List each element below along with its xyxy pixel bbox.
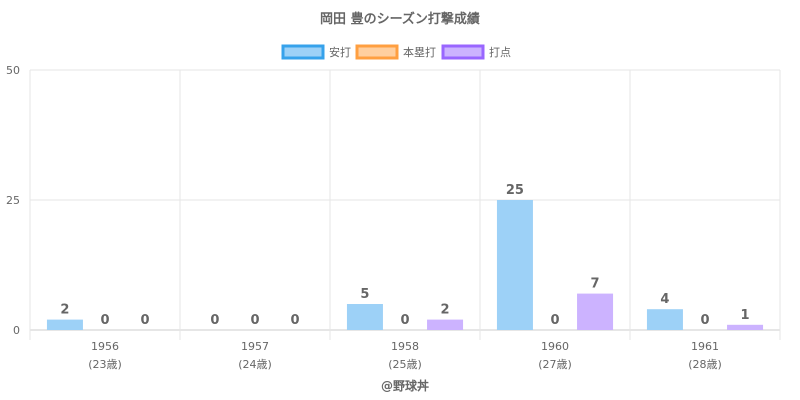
legend-swatch-0[interactable] <box>281 44 325 60</box>
x-tick-1: 1957 <box>241 340 269 353</box>
legend-label-1[interactable]: 本塁打 <box>403 45 436 59</box>
legend-swatch-1[interactable] <box>355 44 399 60</box>
data-label-2-1: 0 <box>291 313 300 328</box>
data-label-1-0: 0 <box>100 313 109 328</box>
data-label-0-4: 4 <box>660 292 669 307</box>
data-label-2-0: 0 <box>141 313 150 328</box>
data-label-0-1: 0 <box>210 313 219 328</box>
legend-swatch-2[interactable] <box>441 44 485 60</box>
data-label-0-0: 2 <box>60 303 69 318</box>
x-sublabel-2: (25歳) <box>388 358 422 371</box>
y-tick-0: 0 <box>13 324 20 337</box>
y-axis: 0 25 50 <box>6 64 20 337</box>
data-label-0-2: 5 <box>360 287 369 302</box>
x-tick-3: 1960 <box>541 340 569 353</box>
x-tick-4: 1961 <box>691 340 719 353</box>
data-label-1-1: 0 <box>250 313 259 328</box>
credit-label: @野球丼 <box>381 378 429 393</box>
x-tick-2: 1958 <box>391 340 419 353</box>
x-sublabel-0: (23歳) <box>88 358 122 371</box>
bar-0-0 <box>46 319 83 330</box>
data-label-0-3: 25 <box>506 183 524 198</box>
bar-0-3 <box>496 200 533 330</box>
data-label-1-4: 0 <box>700 313 709 328</box>
chart-title: 岡田 豊のシーズン打撃成績 <box>320 11 480 27</box>
x-sublabel-1: (24歳) <box>238 358 272 371</box>
legend: 安打 本塁打 打点 <box>281 44 511 60</box>
data-label-1-2: 0 <box>400 313 409 328</box>
bar-0-4 <box>646 309 683 330</box>
y-tick-1: 25 <box>6 194 20 207</box>
data-label-2-4: 1 <box>741 308 750 323</box>
x-sublabel-4: (28歳) <box>688 358 722 371</box>
y-tick-2: 50 <box>6 64 20 77</box>
data-label-2-2: 2 <box>441 303 450 318</box>
legend-label-2[interactable]: 打点 <box>489 45 511 59</box>
x-tick-0: 1956 <box>91 340 119 353</box>
data-label-2-3: 7 <box>591 277 600 292</box>
bar-0-2 <box>346 304 383 330</box>
bar-2-2 <box>427 319 464 330</box>
bars <box>46 200 764 330</box>
x-axis: 1956 (23歳) 1957 (24歳) 1958 (25歳) 1960 (27歳) 1961… <box>88 340 722 371</box>
data-label-1-3: 0 <box>550 313 559 328</box>
legend-label-0[interactable]: 安打 <box>329 45 351 59</box>
bar-2-4 <box>727 324 764 330</box>
x-sublabel-3: (27歳) <box>538 358 572 371</box>
bar-2-3 <box>577 293 614 330</box>
data-labels: 2 0 0 0 0 0 5 0 2 25 0 7 4 0 1 <box>60 183 749 328</box>
